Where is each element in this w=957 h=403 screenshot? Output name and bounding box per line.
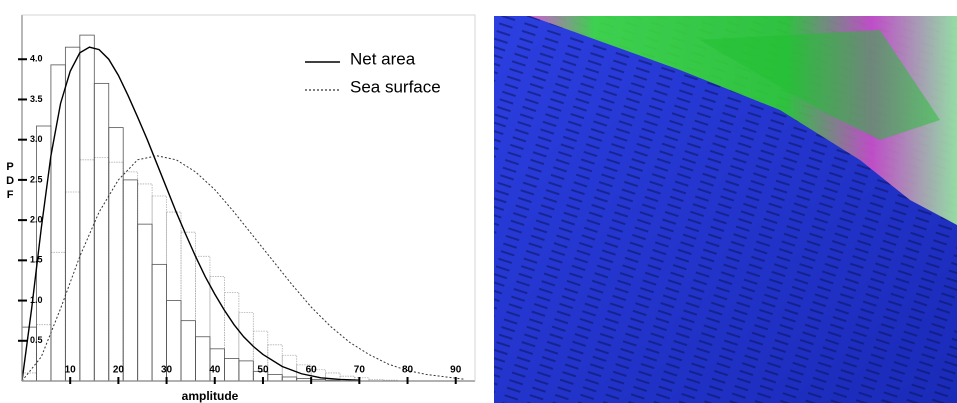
- histogram-bar: [282, 377, 296, 381]
- x-tick-label: 40: [209, 365, 221, 376]
- histogram-bar: [94, 83, 108, 381]
- y-tick-label: 2.5: [30, 174, 43, 184]
- x-tick-label: 10: [65, 365, 77, 376]
- histogram-bar: [181, 321, 195, 381]
- histogram-bar: [109, 128, 123, 381]
- histogram-bar: [239, 361, 253, 381]
- histogram-bar: [51, 65, 65, 381]
- histogram-bar: [181, 232, 195, 381]
- histogram-bar: [239, 313, 253, 381]
- pdf-curve: [22, 156, 465, 381]
- y-tick-label: 1.0: [30, 295, 43, 305]
- y-axis-label: PDF: [4, 161, 16, 203]
- histogram-bar: [80, 160, 94, 381]
- sar-image: [494, 16, 957, 403]
- histogram-bar: [51, 252, 65, 381]
- histogram-bar: [224, 293, 238, 381]
- x-tick-label: 70: [354, 365, 366, 376]
- x-tick-label: 50: [257, 365, 269, 376]
- legend-label: Sea surface: [350, 77, 441, 96]
- x-tick-label: 30: [161, 365, 173, 376]
- pdf-curve: [22, 47, 359, 381]
- figure: amplitude PDF 0.5 1.0 1.5 2.0 2.5 3.0 3.5 4.0 10…: [0, 0, 957, 403]
- plot-frame: [22, 15, 475, 381]
- histogram-bar: [138, 184, 152, 381]
- histogram-bar: [109, 162, 123, 381]
- histogram-bar: [22, 373, 36, 381]
- histogram-bar: [152, 196, 166, 381]
- y-tick-label: 1.5: [30, 255, 43, 265]
- histogram-bar: [224, 358, 238, 381]
- y-tick-label: 3.5: [30, 94, 43, 104]
- histogram-bar: [152, 264, 166, 381]
- histogram-bar: [94, 157, 108, 381]
- histogram-bar: [195, 337, 209, 381]
- histogram-bar: [123, 172, 137, 381]
- x-axis-label: amplitude: [182, 389, 239, 403]
- histogram-bar: [65, 192, 79, 381]
- histogram-bar: [65, 47, 79, 381]
- x-tick-label: 60: [306, 365, 318, 376]
- histogram-bar: [268, 345, 282, 381]
- histogram-bar: [138, 224, 152, 381]
- histogram-bar: [80, 35, 94, 381]
- histogram-bar: [123, 180, 137, 381]
- histogram-bar: [268, 375, 282, 381]
- histogram-bar: [36, 325, 50, 381]
- y-tick-label: 0.5: [30, 335, 43, 345]
- x-tick-label: 90: [450, 365, 462, 376]
- y-tick-label: 2.0: [30, 214, 43, 224]
- histogram-bar: [167, 212, 181, 381]
- x-tick-label: 80: [402, 365, 414, 376]
- page: amplitude PDF 0.5 1.0 1.5 2.0 2.5 3.0 3.5 4.0 10…: [0, 0, 957, 403]
- y-tick-label: 4.0: [30, 54, 43, 64]
- y-tick-label: 3.0: [30, 134, 43, 144]
- histogram-bar: [195, 256, 209, 381]
- legend-label: Net area: [350, 49, 416, 68]
- x-tick-label: 20: [113, 365, 125, 376]
